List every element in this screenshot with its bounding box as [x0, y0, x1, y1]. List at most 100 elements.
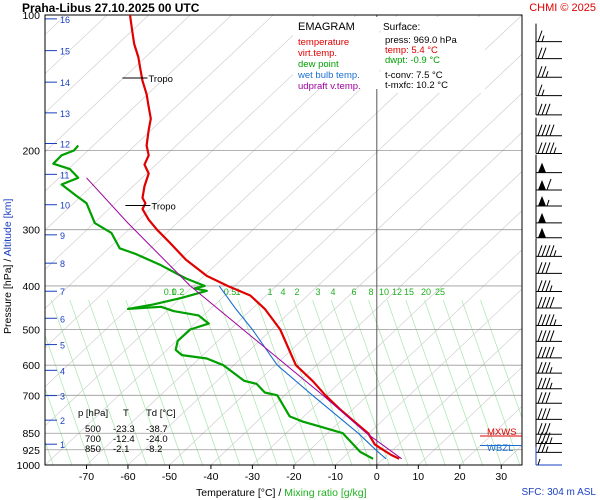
x-tick-label: -30 [245, 471, 260, 483]
surface-temp: temp: 5.4 °C [385, 45, 438, 56]
wind-barb-feather [545, 124, 551, 136]
mixing-ratio-line [106, 299, 166, 465]
mixing-ratio-label: 12 [392, 287, 402, 297]
p-tick-label-100: 100 [22, 10, 40, 22]
mixing-ratio-line [312, 299, 371, 465]
altitude-label-12: 12 [60, 140, 70, 150]
wind-barb-feather [549, 142, 555, 154]
wind-barb-half [545, 71, 549, 78]
mixing-ratio-label: 4 [280, 287, 285, 297]
wind-barb-feather [541, 245, 547, 257]
surface-press: press: 969.0 hPa [385, 35, 458, 46]
mixing-ratio-label: 1 [235, 287, 240, 297]
altitude-label-4: 4 [60, 366, 65, 376]
mixing-ratio-label: 8 [368, 287, 373, 297]
wind-barb-half [553, 319, 557, 326]
wind-barb-feather [546, 178, 552, 191]
tropopause-label: Tropo [151, 201, 175, 212]
p-tick-label-925: 925 [22, 445, 40, 457]
mixing-ratio-label: 0.2 [172, 287, 185, 297]
wind-barb-pennant [538, 212, 546, 223]
dry-adiabat [45, 15, 315, 270]
table-header-t: T [123, 408, 129, 419]
wind-barb-pennant [538, 227, 546, 238]
wind-barb-half [549, 437, 553, 444]
wind-barb-feather [545, 432, 551, 444]
wind-barb-half [546, 199, 550, 207]
wind-barb [535, 290, 562, 309]
table-cell: -12.4 [113, 434, 135, 445]
wind-barb-feather [537, 423, 543, 435]
mixing-ratio-label: 20 [421, 287, 431, 297]
mixing-ratio-line [200, 299, 259, 465]
wind-barb [535, 59, 562, 78]
wind-barb-feather [541, 392, 547, 404]
wind-barb-feather [537, 432, 543, 444]
x-tick-label: 10 [412, 471, 424, 483]
dry-adiabat [45, 15, 274, 231]
wind-barb-feather [549, 296, 555, 309]
wind-barb-pennant [538, 162, 546, 173]
mixing-ratio-label: 1 [267, 287, 272, 297]
wind-barb-feather [541, 124, 547, 136]
wind-barbs [535, 23, 562, 466]
p-tick-label-400: 400 [22, 281, 40, 293]
wind-barb-feather [541, 314, 547, 326]
table-cell: -8.2 [146, 444, 162, 455]
wind-barb [535, 255, 562, 274]
y-axis-title-pressure: Pressure [hPa] [2, 264, 14, 334]
x-tick-label: 20 [454, 471, 466, 483]
x-tick-label: -10 [328, 471, 343, 483]
mixing-ratio-line [442, 299, 502, 465]
mixing-ratio-line [349, 299, 409, 465]
table-cell: -2.1 [113, 444, 129, 455]
mixing-ratio-label: 6 [351, 287, 356, 297]
table-cell: -38.7 [146, 424, 168, 435]
wind-barb-feather [537, 330, 543, 342]
legend-item-virt-temp: virt.temp. [298, 48, 337, 59]
mixing-ratio-line [274, 299, 334, 465]
wind-barb [535, 447, 562, 466]
x-axis-title-temperature: Temperature [°C] [196, 487, 276, 499]
wind-barb-feather [541, 280, 547, 292]
p-tick-label-600: 600 [22, 360, 40, 372]
x-tick-label: -40 [203, 471, 218, 483]
wind-barb-feather [537, 47, 543, 59]
dry-adiabat [418, 366, 522, 465]
p-tick-label-1000: 1000 [17, 460, 41, 472]
mixing-ratio-line [386, 299, 446, 465]
wind-barb-feather [541, 103, 547, 116]
wind-barb-half [545, 446, 549, 453]
dry-adiabat [45, 15, 232, 192]
wind-barb-feather [541, 432, 547, 444]
wind-barb-feather [545, 392, 551, 404]
x-axis-title-sep: / [275, 487, 284, 499]
wind-barb-half [553, 250, 557, 257]
altitude-label-13: 13 [60, 109, 70, 119]
mixing-ratio-line [69, 299, 129, 465]
altitude-label-9: 9 [60, 231, 65, 241]
wind-barb-half [549, 285, 553, 292]
wind-barb-feather [541, 346, 547, 359]
wind-barb [535, 77, 562, 97]
x-tick-label: -20 [286, 471, 301, 483]
x-tick-label: -50 [162, 471, 177, 483]
wind-barb-feather [537, 30, 543, 42]
wind-barb [535, 23, 562, 43]
mixing-ratio-line [88, 299, 147, 465]
x-tick-label: 30 [495, 471, 507, 483]
wind-barb-feather [541, 296, 547, 309]
wind-barb-feather [537, 142, 543, 154]
dry-adiabat [210, 171, 522, 465]
wind-barb-feather [541, 377, 547, 389]
legend-box [293, 17, 379, 89]
y-axis-title-sep: / [2, 256, 14, 264]
wind-barb [535, 171, 562, 191]
dry-adiabat [127, 92, 522, 465]
profiles: Tropo Tropo [52, 15, 562, 466]
wind-barb-feather [541, 262, 547, 274]
wind-barb-feather [541, 408, 547, 420]
legend-title: EMAGRAM [298, 21, 355, 33]
p-tick-label-300: 300 [22, 225, 40, 237]
mixing-ratio-label: 25 [435, 287, 445, 297]
